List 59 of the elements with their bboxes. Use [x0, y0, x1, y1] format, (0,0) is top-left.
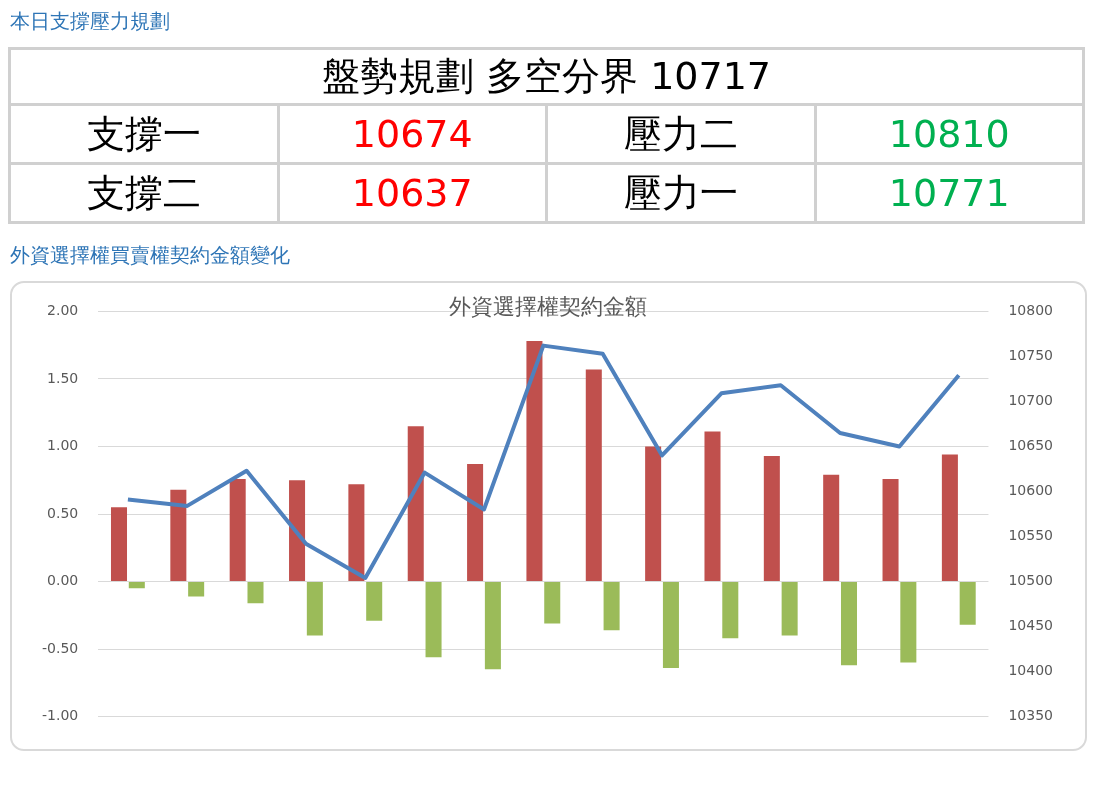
- bar: [781, 582, 798, 636]
- text: 10637: [278, 163, 547, 223]
- text: 盤勢規劃 多空分界 10717: [9, 48, 1084, 105]
- text: 10810: [815, 104, 1084, 164]
- bar: [662, 582, 679, 668]
- bar: [128, 582, 145, 589]
- bar: [603, 582, 620, 631]
- chart-title: 外資選擇權買賣權契約金額變化: [10, 242, 291, 269]
- y2-tick-label: 10400: [1008, 662, 1054, 679]
- bar: [366, 582, 383, 621]
- y2-tick-label: 10550: [1008, 527, 1054, 544]
- bar: [247, 582, 264, 604]
- y2-tick-label: 10700: [1008, 392, 1054, 409]
- text: 本日支撐壓力規劃: [10, 8, 171, 35]
- bar: [900, 582, 917, 663]
- text: 支撐二: [9, 163, 278, 223]
- text: 10771: [815, 163, 1084, 223]
- y2-tick-label: 10750: [1008, 347, 1054, 364]
- bar: [170, 489, 187, 582]
- y2-tick-label: 10500: [1008, 572, 1054, 589]
- text: 10674: [278, 104, 547, 164]
- y2-tick-label: 10350: [1008, 707, 1054, 724]
- bar: [544, 582, 561, 624]
- bar: [526, 341, 543, 582]
- bar: [467, 464, 484, 582]
- bar: [645, 446, 662, 582]
- bar: [704, 431, 721, 582]
- bar: [110, 507, 128, 582]
- y-tick-label: -0.50: [41, 639, 79, 656]
- text: 壓力二: [546, 104, 815, 164]
- y2-tick-label: 10450: [1008, 617, 1054, 634]
- bar: [941, 454, 958, 582]
- bar: [188, 582, 205, 597]
- y-tick-label: 0.00: [47, 572, 79, 589]
- bar: [722, 582, 739, 639]
- y2-tick-label: 10800: [1008, 302, 1054, 319]
- bar: [425, 582, 442, 658]
- bar: [763, 455, 780, 582]
- y-tick-label: 0.50: [47, 504, 79, 521]
- bar: [959, 582, 976, 625]
- y-tick-label: 2.00: [47, 302, 79, 319]
- text: 壓力一: [546, 163, 815, 223]
- bar: [840, 582, 858, 666]
- y2-tick-label: 10650: [1008, 437, 1054, 454]
- chart-subtitle: 外資選擇權契約金額: [448, 293, 647, 319]
- bar: [348, 484, 365, 582]
- bar: [229, 478, 246, 582]
- bar: [306, 582, 323, 636]
- text: 支撐一: [9, 104, 278, 164]
- y-tick-label: 1.50: [47, 369, 79, 386]
- bar: [407, 426, 424, 582]
- y-tick-label: 1.00: [47, 437, 79, 454]
- y-tick-label: -1.00: [41, 707, 79, 724]
- bar: [823, 474, 840, 582]
- y2-tick-label: 10600: [1008, 482, 1054, 499]
- bar: [289, 480, 306, 582]
- bar: [585, 369, 602, 582]
- bar: [484, 582, 501, 670]
- bar: [882, 478, 899, 582]
